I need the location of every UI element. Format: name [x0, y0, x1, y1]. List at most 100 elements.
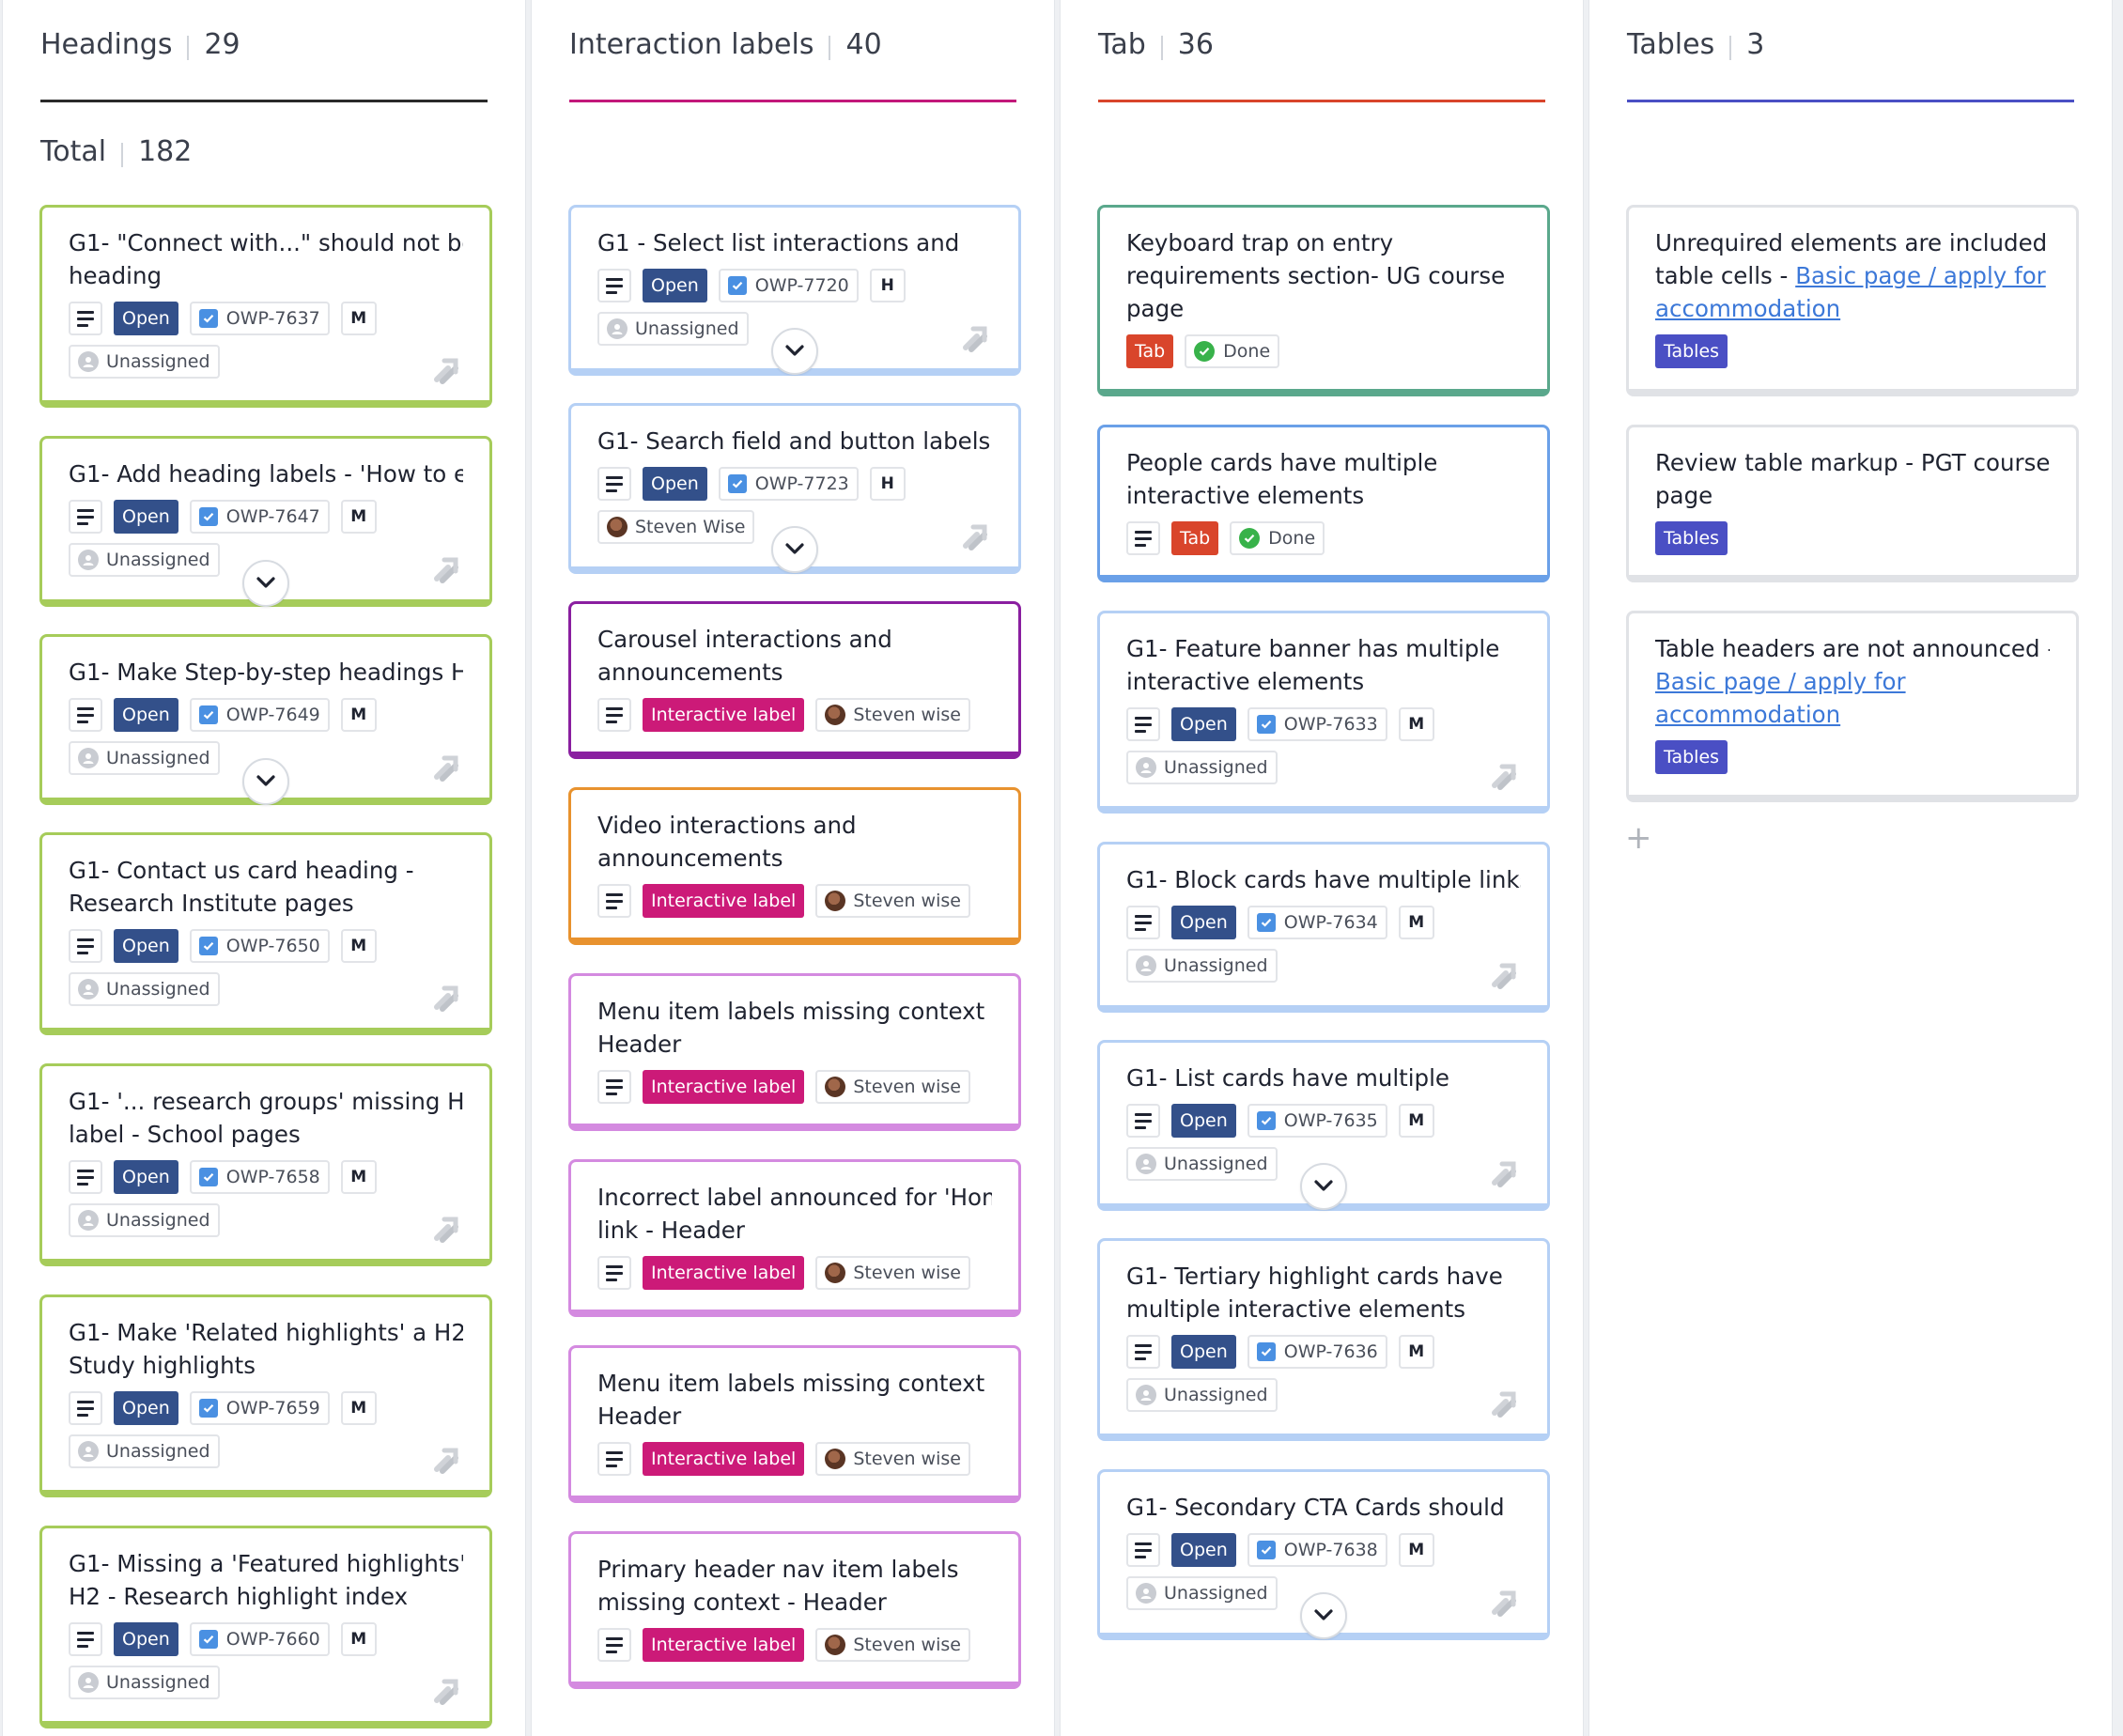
description-icon[interactable] [69, 1622, 102, 1656]
status-badge[interactable]: Open [114, 929, 178, 963]
column-header[interactable]: Headings 29 [40, 28, 488, 103]
issue-card[interactable]: G1- Feature banner has multiple interacti… [1097, 611, 1550, 814]
issue-card[interactable]: Review table markup - PGT course page Tabl… [1626, 425, 2079, 582]
assignee-chip[interactable]: Unassigned [69, 1666, 220, 1699]
size-badge[interactable]: M [340, 1391, 377, 1425]
issue-key[interactable]: OWP-7650 [189, 929, 330, 963]
size-badge[interactable]: M [1398, 707, 1434, 741]
issue-card[interactable]: Video interactions and announcements Inter… [568, 787, 1021, 945]
issue-key[interactable]: OWP-7649 [189, 698, 330, 732]
issue-card[interactable]: G1- "Connect with..." should not be a hea… [39, 205, 492, 408]
size-badge[interactable]: M [340, 1622, 377, 1656]
assignee-chip[interactable]: Steven Wise [597, 510, 755, 544]
page-link[interactable]: Basic page / apply for [1655, 668, 1906, 695]
issue-card[interactable]: G1- Missing a 'Featured highlights' H2 - … [39, 1526, 492, 1728]
expand-card-button[interactable] [771, 328, 818, 375]
label-badge[interactable]: Tab [1171, 521, 1219, 555]
issue-card[interactable]: Primary header nav item labels missing co… [568, 1531, 1021, 1689]
status-badge[interactable]: Open [114, 698, 178, 732]
issue-card[interactable]: Menu item labels missing context - Header… [568, 973, 1021, 1131]
description-icon[interactable] [597, 467, 631, 501]
expand-card-button[interactable] [242, 560, 289, 607]
size-badge[interactable]: H [869, 269, 906, 302]
description-icon[interactable] [597, 1628, 631, 1662]
page-link[interactable]: accommodation [1655, 295, 1841, 322]
status-badge[interactable]: Open [1171, 906, 1236, 939]
done-status[interactable]: Done [1230, 521, 1325, 555]
description-icon[interactable] [1126, 906, 1160, 939]
status-badge[interactable]: Open [114, 500, 178, 534]
description-icon[interactable] [597, 1256, 631, 1290]
issue-key[interactable]: OWP-7660 [189, 1622, 330, 1656]
description-icon[interactable] [597, 698, 631, 732]
issue-card[interactable]: G1- Tertiary highlight cards have multipl… [1097, 1238, 1550, 1441]
label-badge[interactable]: Interactive label [643, 884, 805, 918]
size-badge[interactable]: M [1398, 906, 1434, 939]
status-badge[interactable]: Open [643, 467, 707, 501]
assignee-chip[interactable]: Steven wise [815, 1070, 970, 1104]
assignee-chip[interactable]: Unassigned [1126, 1576, 1278, 1610]
size-badge[interactable]: M [340, 1160, 377, 1194]
expand-card-button[interactable] [242, 758, 289, 805]
description-icon[interactable] [597, 1442, 631, 1476]
label-badge[interactable]: Tables [1655, 521, 1728, 555]
status-badge[interactable]: Open [114, 302, 178, 335]
issue-key[interactable]: OWP-7658 [189, 1160, 330, 1194]
size-badge[interactable]: M [1398, 1533, 1434, 1567]
assignee-chip[interactable]: Steven wise [815, 1442, 970, 1476]
description-icon[interactable] [69, 1391, 102, 1425]
issue-key[interactable]: OWP-7635 [1247, 1104, 1387, 1138]
status-badge[interactable]: Open [114, 1622, 178, 1656]
issue-key[interactable]: OWP-7647 [189, 500, 330, 534]
label-badge[interactable]: Interactive label [643, 698, 805, 732]
assignee-chip[interactable]: Unassigned [1126, 1147, 1278, 1181]
label-badge[interactable]: Interactive label [643, 1628, 805, 1662]
description-icon[interactable] [597, 269, 631, 302]
assignee-chip[interactable]: Steven wise [815, 698, 970, 732]
label-badge[interactable]: Tables [1655, 334, 1728, 368]
description-icon[interactable] [1126, 1335, 1160, 1369]
status-badge[interactable]: Open [1171, 1104, 1236, 1138]
issue-card[interactable]: Carousel interactions and announcements In… [568, 601, 1021, 759]
size-badge[interactable]: M [1398, 1104, 1434, 1138]
assignee-chip[interactable]: Unassigned [69, 972, 220, 1006]
issue-card[interactable]: Keyboard trap on entry requirements secti… [1097, 205, 1550, 396]
issue-card[interactable]: G1- Make 'Related highlights' a H2 - Stud… [39, 1294, 492, 1497]
assignee-chip[interactable]: Unassigned [69, 1203, 220, 1237]
status-badge[interactable]: Open [1171, 707, 1236, 741]
description-icon[interactable] [69, 929, 102, 963]
add-card-button[interactable]: + [1625, 819, 1652, 857]
issue-card[interactable]: Unrequired elements are included in table… [1626, 205, 2079, 396]
assignee-chip[interactable]: Unassigned [1126, 751, 1278, 784]
page-link[interactable]: Basic page / apply for [1795, 262, 2046, 289]
description-icon[interactable] [1126, 521, 1160, 555]
size-badge[interactable]: M [340, 929, 377, 963]
label-badge[interactable]: Interactive label [643, 1070, 805, 1104]
issue-key[interactable]: OWP-7633 [1247, 707, 1387, 741]
description-icon[interactable] [597, 884, 631, 918]
assignee-chip[interactable]: Steven wise [815, 1628, 970, 1662]
issue-key[interactable]: OWP-7638 [1247, 1533, 1387, 1567]
issue-card[interactable]: G1- Contact us card heading - Research In… [39, 832, 492, 1035]
issue-card[interactable]: G1 - Select list interactions and Open OWP… [568, 205, 1021, 376]
expand-card-button[interactable] [1300, 1592, 1347, 1639]
page-link[interactable]: accommodation [1655, 701, 1841, 728]
expand-card-button[interactable] [1300, 1163, 1347, 1210]
label-badge[interactable]: Interactive label [643, 1256, 805, 1290]
label-badge[interactable]: Tables [1655, 740, 1728, 774]
issue-key[interactable]: OWP-7636 [1247, 1335, 1387, 1369]
description-icon[interactable] [69, 500, 102, 534]
label-badge[interactable]: Tab [1126, 334, 1174, 368]
column-header[interactable]: Tab 36 [1098, 28, 1545, 103]
size-badge[interactable]: M [340, 500, 377, 534]
label-badge[interactable]: Interactive label [643, 1442, 805, 1476]
issue-key[interactable]: OWP-7720 [718, 269, 859, 302]
assignee-chip[interactable]: Unassigned [69, 1434, 220, 1468]
assignee-chip[interactable]: Unassigned [69, 741, 220, 775]
assignee-chip[interactable]: Steven wise [815, 1256, 970, 1290]
status-badge[interactable]: Open [1171, 1335, 1236, 1369]
description-icon[interactable] [69, 1160, 102, 1194]
expand-card-button[interactable] [771, 526, 818, 573]
description-icon[interactable] [597, 1070, 631, 1104]
status-badge[interactable]: Open [1171, 1533, 1236, 1567]
